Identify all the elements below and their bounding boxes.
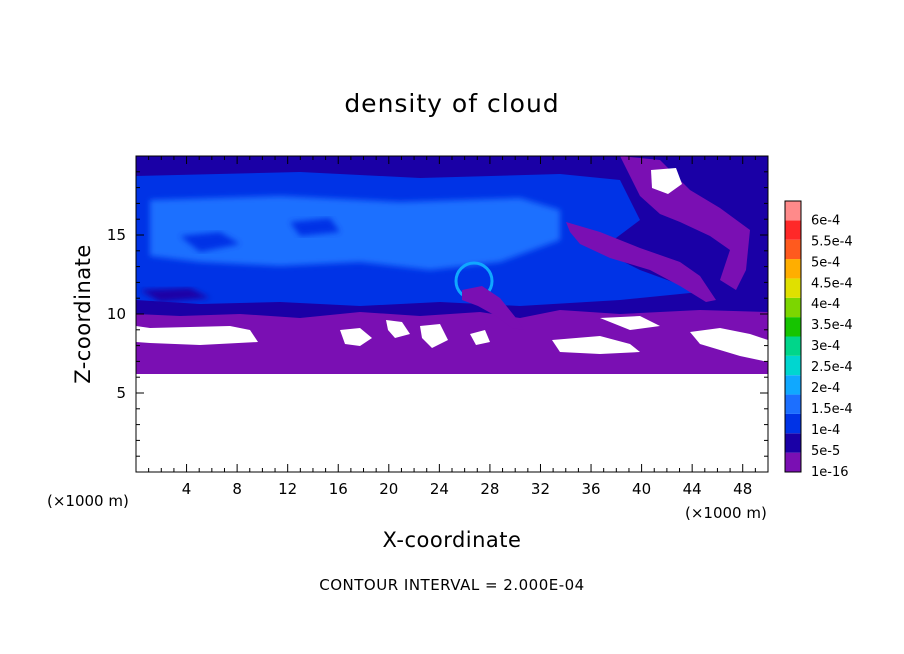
colorbar-swatch [785,355,801,376]
x-tick-label: 40 [632,480,651,498]
y-tick-label: 10 [107,305,126,323]
colorbar-label: 5e-4 [811,255,840,270]
y-axis-label: Z-coordinate [71,244,95,384]
colorbar-label: 3.5e-4 [811,318,853,333]
colorbar-label: 5.5e-4 [811,234,853,249]
cloud-gap [600,316,660,330]
colorbar-swatch [785,220,801,240]
colorbar-swatch [785,278,801,298]
colorbar-label: 6e-4 [811,213,840,228]
colorbar-label: 1.5e-4 [811,402,853,417]
colorbar-swatch [785,452,801,472]
y-axis-ticks: 5 10 15 [107,171,768,457]
colorbar: 1e-16 5e-5 1e-4 1.5e-4 2e-4 2.5e-4 3e-4 3.5e-4 4… [784,200,853,480]
x-tick-label: 36 [581,480,600,498]
x-tick-label: 4 [182,480,192,498]
x-left-unit: (×1000 m) [47,492,129,510]
anvil-plume [620,156,750,290]
colorbar-swatch [785,317,801,337]
colorbar-swatch [785,239,801,260]
colorbar-swatch [785,336,801,356]
x-tick-label: 8 [232,480,242,498]
updraft-tail [462,286,524,330]
colorbar-label: 1e-16 [811,465,849,480]
colorbar-label: 4e-4 [811,297,840,312]
colorbar-swatch [785,433,801,453]
colorbar-label: 2.5e-4 [811,360,853,375]
cloud-gap [136,326,258,345]
x-tick-label: 28 [480,480,499,498]
cloud-gap [420,324,448,348]
cloud-gap [340,328,372,346]
colorbar-label: 4.5e-4 [811,276,853,291]
colorbar-label: 1e-4 [811,423,840,438]
colorbar-swatch [785,375,801,395]
colorbar-swatch [785,259,801,279]
colorbar-swatch [785,201,801,221]
y-tick-label: 5 [116,384,126,402]
x-tick-label: 20 [379,480,398,498]
colorbar-label: 3e-4 [811,339,840,354]
x-axis-ticks: 4 8 12 16 20 24 28 32 36 40 44 48 [148,156,756,498]
cloud-hole [651,168,682,194]
x-tick-label: 16 [329,480,348,498]
colorbar-swatch [785,394,801,414]
colorbar-swatch [785,297,801,318]
colorbar-label: 5e-5 [811,444,840,459]
colorbar-swatch [785,413,801,434]
cloud-gap [552,336,640,354]
y-tick-label: 15 [107,226,126,244]
contour-interval-note: CONTOUR INTERVAL = 2.000E-04 [319,576,584,594]
x-tick-label: 48 [733,480,752,498]
cloud-layer-level-1.5e-4 [150,196,560,270]
cloud-gap [386,320,410,338]
cloud-gap [470,330,490,345]
chart-title: density of cloud [344,89,559,118]
x-tick-label: 44 [683,480,702,498]
x-axis-unit: (×1000 m) [685,504,767,522]
x-tick-label: 12 [278,480,297,498]
x-tick-label: 24 [430,480,449,498]
colorbar-frame [784,200,802,473]
x-axis-label: X-coordinate [383,528,522,552]
anvil-plume [566,222,716,302]
cloud-gap [690,328,768,362]
density-field [136,156,768,472]
x-tick-label: 32 [531,480,550,498]
colorbar-label: 2e-4 [811,381,840,396]
